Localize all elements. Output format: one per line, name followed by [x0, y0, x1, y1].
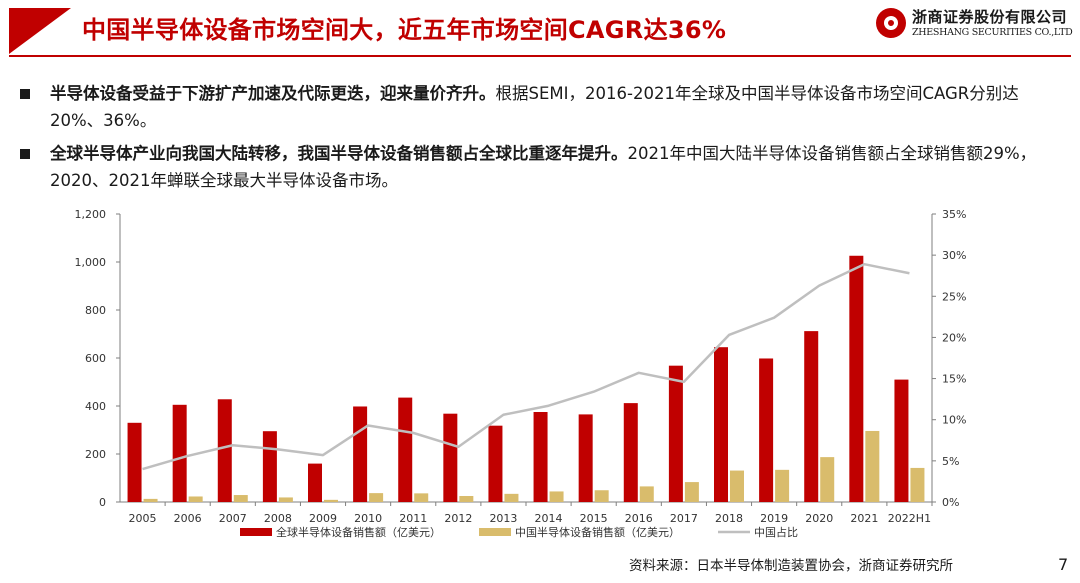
- legend-label-china: 中国半导体设备销售额（亿美元）: [515, 525, 680, 539]
- bar-china-2007: [233, 495, 248, 502]
- brand-logo-icon: [876, 8, 906, 38]
- bar-china-2018: [730, 470, 744, 502]
- bar-global-2013: [488, 425, 503, 502]
- bar-global-2022H1: [894, 379, 909, 502]
- bar-china-2019: [775, 469, 790, 502]
- bar-china-2005: [143, 498, 158, 502]
- x-tick-label: 2012: [444, 512, 472, 525]
- x-tick-label: 2009: [309, 512, 337, 525]
- bar-global-2006: [172, 404, 187, 502]
- page-number: 7: [1058, 555, 1069, 574]
- bullet-square-icon: [20, 149, 30, 159]
- bar-china-2014: [549, 491, 564, 502]
- title-accent-shape: [9, 8, 71, 54]
- bar-china-2011: [414, 493, 429, 502]
- x-tick-label: 2013: [489, 512, 517, 525]
- legend-swatch-global: [240, 528, 272, 536]
- y-right-tick-label: 0%: [942, 496, 959, 509]
- legend-swatch-china: [479, 528, 511, 536]
- y-left-tick-label: 400: [85, 400, 106, 413]
- bar-global-2016: [623, 403, 638, 502]
- bullet-item: 全球半导体产业向我国大陆转移，我国半导体设备销售额占全球比重逐年提升。2021年…: [20, 140, 1070, 194]
- bar-global-2017: [668, 365, 683, 502]
- y-left-tick-label: 800: [85, 304, 106, 317]
- y-left-tick-label: 1,200: [75, 208, 107, 221]
- bar-global-2014: [533, 412, 548, 502]
- bar-china-2022H1: [910, 467, 925, 502]
- page-title: 中国半导体设备市场空间大，近五年市场空间CAGR达36%: [82, 16, 727, 44]
- chart-bars: [127, 255, 925, 502]
- y-left-tick-label: 0: [99, 496, 106, 509]
- bullet-headline: 半导体设备受益于下游扩产加速及代际更迭，迎来量价齐升。: [50, 84, 496, 103]
- bar-china-2015: [594, 490, 609, 502]
- bar-china-2016: [639, 486, 654, 502]
- bar-global-2012: [443, 413, 458, 502]
- y-right-tick-label: 10%: [942, 414, 966, 427]
- x-tick-label: 2006: [174, 512, 202, 525]
- y-left-tick-label: 1,000: [75, 256, 107, 269]
- bar-china-2020: [820, 457, 835, 502]
- x-tick-label: 2014: [535, 512, 563, 525]
- x-tick-label: 2021: [850, 512, 878, 525]
- brand-name-en: ZHESHANG SECURITIES CO.,LTD: [912, 27, 1073, 38]
- x-tick-label: 2005: [129, 512, 157, 525]
- source-note: 资料来源：日本半导体制造装置协会，浙商证券研究所: [629, 558, 953, 574]
- bar-global-2011: [398, 397, 413, 502]
- bar-global-2010: [353, 406, 368, 502]
- x-tick-label: 2017: [670, 512, 698, 525]
- title-divider: [9, 55, 1071, 57]
- bar-china-2012: [459, 496, 474, 502]
- x-tick-label: 2020: [805, 512, 833, 525]
- y-right-tick-label: 30%: [942, 249, 966, 262]
- y-right-tick-label: 5%: [942, 455, 959, 468]
- bar-global-2015: [578, 414, 593, 502]
- bar-china-2006: [188, 496, 203, 502]
- y-right-tick-label: 15%: [942, 373, 966, 386]
- bullet-list: 半导体设备受益于下游扩产加速及代际更迭，迎来量价齐升。根据SEMI，2016-2…: [20, 80, 1070, 200]
- x-tick-label: 2019: [760, 512, 788, 525]
- sales-chart: 0 200 400 600 800 1,000 1,200 0% 5% 10% 15% 20% 25% 3…: [75, 208, 967, 539]
- bullet-headline: 全球半导体产业向我国大陆转移，我国半导体设备销售额占全球比重逐年提升。: [50, 144, 628, 163]
- brand-block: 浙商证券股份有限公司 ZHESHANG SECURITIES CO.,LTD: [874, 5, 1074, 45]
- x-tick-label: 2008: [264, 512, 292, 525]
- bullet-body: 根据SEMI，2016-2021年全球及中国半导体设备市场空间CAGR分别达20…: [50, 84, 1019, 130]
- x-tick-label: 2010: [354, 512, 382, 525]
- bar-global-2019: [759, 358, 774, 502]
- y-left-tick-label: 600: [85, 352, 106, 365]
- y-right-tick-label: 20%: [942, 331, 966, 344]
- bullet-body: 2021年中国大陆半导体设备销售额占全球销售额29%，2020、2021年蝉联全…: [50, 144, 1037, 190]
- x-tick-label: 2015: [580, 512, 608, 525]
- bar-global-2005: [127, 422, 142, 502]
- share-line: [142, 262, 910, 471]
- bullet-item: 半导体设备受益于下游扩产加速及代际更迭，迎来量价齐升。根据SEMI，2016-2…: [20, 80, 1070, 134]
- x-tick-label: 2022H1: [888, 512, 931, 525]
- bar-global-2021: [849, 255, 864, 502]
- y-left-tick-label: 200: [85, 448, 106, 461]
- x-tick-label: 2016: [625, 512, 653, 525]
- bar-global-2018: [714, 347, 728, 502]
- bar-china-2013: [504, 493, 519, 502]
- bar-global-2008: [262, 431, 277, 502]
- bar-global-2007: [217, 399, 232, 502]
- bullet-square-icon: [20, 89, 30, 99]
- x-tick-label: 2018: [715, 512, 743, 525]
- bar-china-2017: [684, 482, 699, 502]
- chart-share-line: [142, 262, 910, 471]
- bar-china-2008: [278, 497, 293, 502]
- x-tick-label: 2007: [219, 512, 247, 525]
- bar-china-2021: [865, 430, 880, 502]
- bar-global-2009: [308, 463, 322, 502]
- legend-label-share: 中国占比: [754, 525, 798, 539]
- bar-china-2009: [324, 499, 338, 502]
- bar-global-2020: [804, 331, 819, 502]
- chart-legend: 全球半导体设备销售额（亿美元） 中国半导体设备销售额（亿美元） 中国占比: [240, 525, 798, 539]
- bar-china-2010: [369, 493, 384, 502]
- legend-label-global: 全球半导体设备销售额（亿美元）: [276, 525, 441, 539]
- brand-name-cn: 浙商证券股份有限公司: [912, 8, 1068, 26]
- y-right-tick-label: 35%: [942, 208, 966, 221]
- y-right-tick-label: 25%: [942, 290, 966, 303]
- x-tick-label: 2011: [399, 512, 427, 525]
- chart-axes: 0 200 400 600 800 1,000 1,200 0% 5% 10% 15% 20% 25% 3…: [75, 208, 967, 525]
